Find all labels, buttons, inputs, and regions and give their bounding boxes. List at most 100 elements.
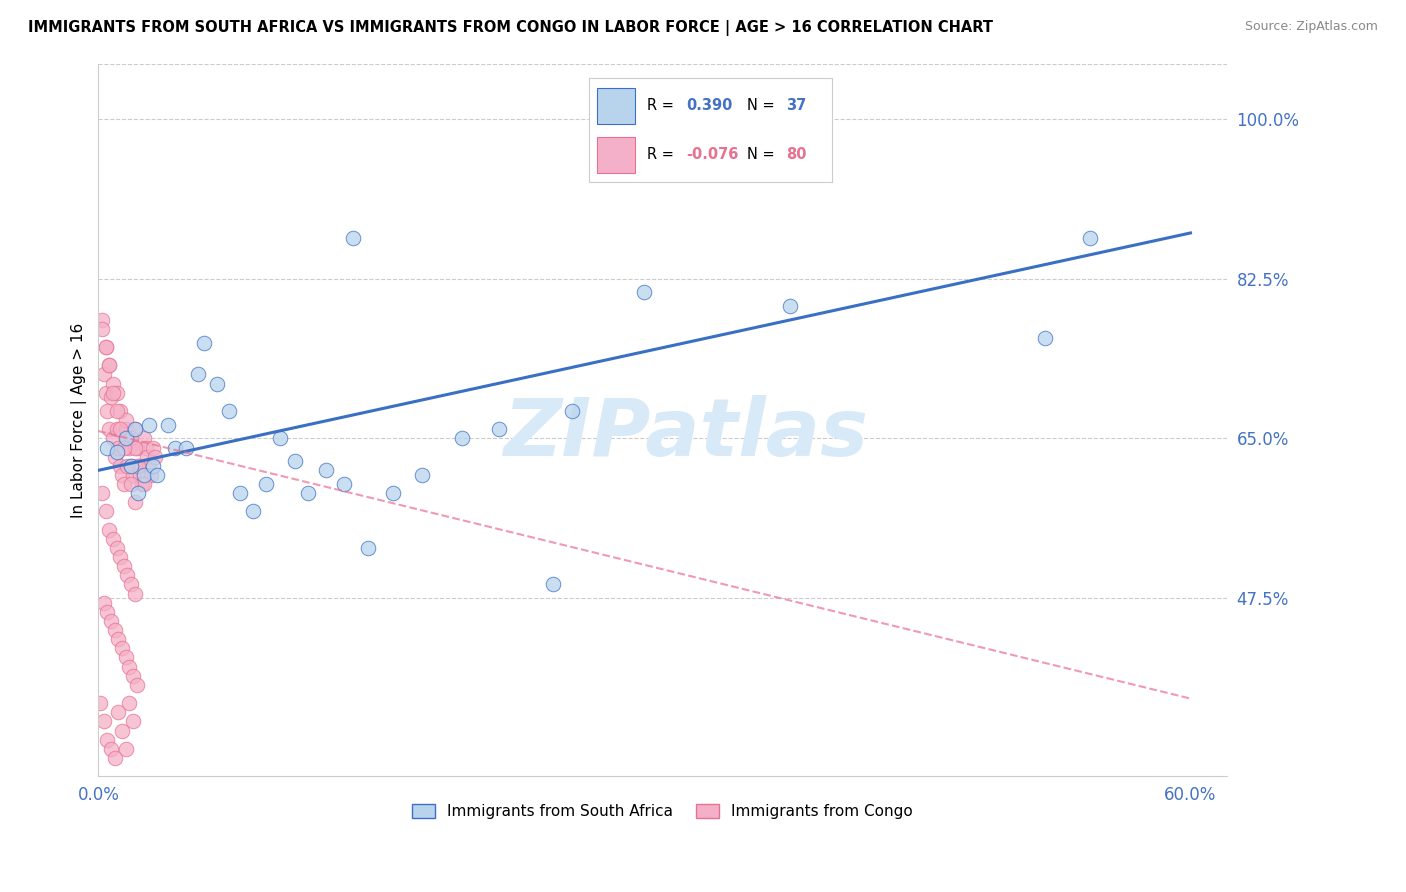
Point [174, 441, 197, 455]
Point [98, 359, 121, 373]
Point [100, 741, 122, 756]
Point [229, 486, 252, 500]
Point [108, 550, 131, 565]
Point [112, 559, 135, 574]
Point [114, 650, 136, 665]
Point [543, 577, 565, 591]
Point [100, 614, 122, 628]
Point [107, 632, 129, 647]
Point [145, 467, 167, 482]
Point [101, 532, 124, 546]
Point [132, 477, 155, 491]
Point [112, 477, 135, 491]
Point [163, 441, 186, 455]
Point [98, 523, 121, 537]
Text: ZIPatlas: ZIPatlas [503, 395, 868, 474]
Point [112, 441, 135, 455]
Point [91, 486, 114, 500]
Point [104, 751, 127, 765]
Point [254, 477, 277, 491]
Point [98, 422, 121, 436]
Point [93, 596, 115, 610]
Point [411, 467, 433, 482]
Point [242, 504, 264, 518]
Point [118, 441, 141, 455]
Text: Source: ZipAtlas.com: Source: ZipAtlas.com [1244, 20, 1378, 33]
Point [93, 714, 115, 729]
Point [117, 431, 139, 445]
Point [93, 368, 115, 382]
Point [284, 454, 307, 468]
Point [124, 422, 146, 436]
Point [129, 467, 152, 482]
Point [205, 376, 228, 391]
Point [142, 458, 165, 473]
Point [127, 458, 149, 473]
Point [118, 659, 141, 673]
Legend: Immigrants from South Africa, Immigrants from Congo: Immigrants from South Africa, Immigrants… [406, 798, 920, 825]
Point [193, 335, 215, 350]
Point [101, 385, 124, 400]
Point [1033, 331, 1056, 345]
Point [187, 368, 209, 382]
Point [342, 230, 364, 244]
Point [382, 486, 405, 500]
Point [101, 376, 124, 391]
Point [124, 422, 146, 436]
Point [104, 623, 127, 637]
Point [108, 458, 131, 473]
Point [1080, 230, 1102, 244]
Point [98, 359, 121, 373]
Point [125, 678, 148, 692]
Point [96, 605, 118, 619]
Point [101, 431, 124, 445]
Point [120, 431, 142, 445]
Text: IMMIGRANTS FROM SOUTH AFRICA VS IMMIGRANTS FROM CONGO IN LABOR FORCE | AGE > 16 : IMMIGRANTS FROM SOUTH AFRICA VS IMMIGRAN… [28, 20, 993, 36]
Point [114, 422, 136, 436]
Point [488, 422, 510, 436]
Point [138, 417, 160, 432]
Point [118, 696, 141, 710]
Point [91, 322, 114, 336]
Point [124, 495, 146, 509]
Point [91, 312, 114, 326]
Point [111, 723, 134, 738]
Point [122, 669, 145, 683]
Point [114, 413, 136, 427]
Point [89, 696, 111, 710]
Point [127, 458, 149, 473]
Point [105, 541, 128, 555]
Point [131, 477, 153, 491]
Point [136, 450, 159, 464]
Point [108, 404, 131, 418]
Point [357, 541, 380, 555]
Point [120, 477, 142, 491]
Point [96, 732, 118, 747]
Point [561, 404, 583, 418]
Point [315, 463, 337, 477]
Point [96, 441, 118, 455]
Point [94, 385, 117, 400]
Point [120, 577, 142, 591]
Point [120, 458, 142, 473]
Point [132, 431, 155, 445]
Point [127, 486, 149, 500]
Point [114, 431, 136, 445]
Point [122, 467, 145, 482]
Point [125, 441, 148, 455]
Point [297, 486, 319, 500]
Point [142, 441, 165, 455]
Point [100, 390, 122, 404]
Point [122, 714, 145, 729]
Point [117, 458, 139, 473]
Point [135, 441, 157, 455]
Point [120, 458, 142, 473]
Point [105, 445, 128, 459]
Point [104, 450, 127, 464]
Point [111, 467, 134, 482]
Point [117, 568, 139, 582]
Y-axis label: In Labor Force | Age > 16: In Labor Force | Age > 16 [72, 323, 87, 517]
Point [138, 458, 160, 473]
Point [96, 404, 118, 418]
Point [114, 741, 136, 756]
